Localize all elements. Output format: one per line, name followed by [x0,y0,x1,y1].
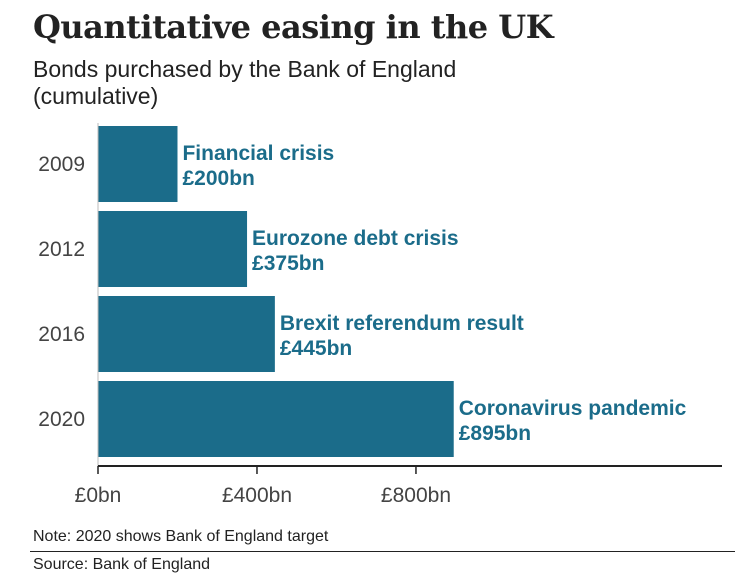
value-label-2020: £895bn [459,422,531,445]
event-label-2012: Eurozone debt crisis [252,227,459,250]
x-tick-label-400: £400bn [222,484,292,507]
category-label-2016: 2016 [38,323,85,346]
category-labels: 2009 2012 2016 2020 [38,153,85,431]
x-axis: £0bn £400bn £800bn [75,123,722,507]
chart-title: Quantitative easing in the UK [33,8,554,46]
bars-group [98,126,454,457]
data-labels: Financial crisis£200bn Eurozone debt cris… [182,142,686,445]
x-tick-label-800: £800bn [381,484,451,507]
category-label-2020: 2020 [38,408,85,431]
category-label-2012: 2012 [38,238,85,261]
footer-divider [30,551,735,552]
value-label-2012: £375bn [252,252,324,275]
category-label-2009: 2009 [38,153,85,176]
bar-chart: 2009 2012 2016 2020 Financial crisis£200bn E… [38,123,722,507]
chart-note: Note: 2020 shows Bank of England target [33,528,329,545]
bar-2012 [98,211,248,287]
event-label-2009: Financial crisis [182,142,334,165]
bar-2009 [98,126,178,202]
x-tick-label-0: £0bn [75,484,122,507]
chart-subtitle: Bonds purchased by the Bank of England (… [33,56,457,109]
bar-2020 [98,381,454,457]
event-label-2020: Coronavirus pandemic [459,397,687,420]
bar-2016 [98,296,275,372]
value-label-2016: £445bn [280,337,352,360]
event-label-2016: Brexit referendum result [280,312,524,335]
value-label-2009: £200bn [182,167,254,190]
chart-source: Source: Bank of England [33,556,211,573]
